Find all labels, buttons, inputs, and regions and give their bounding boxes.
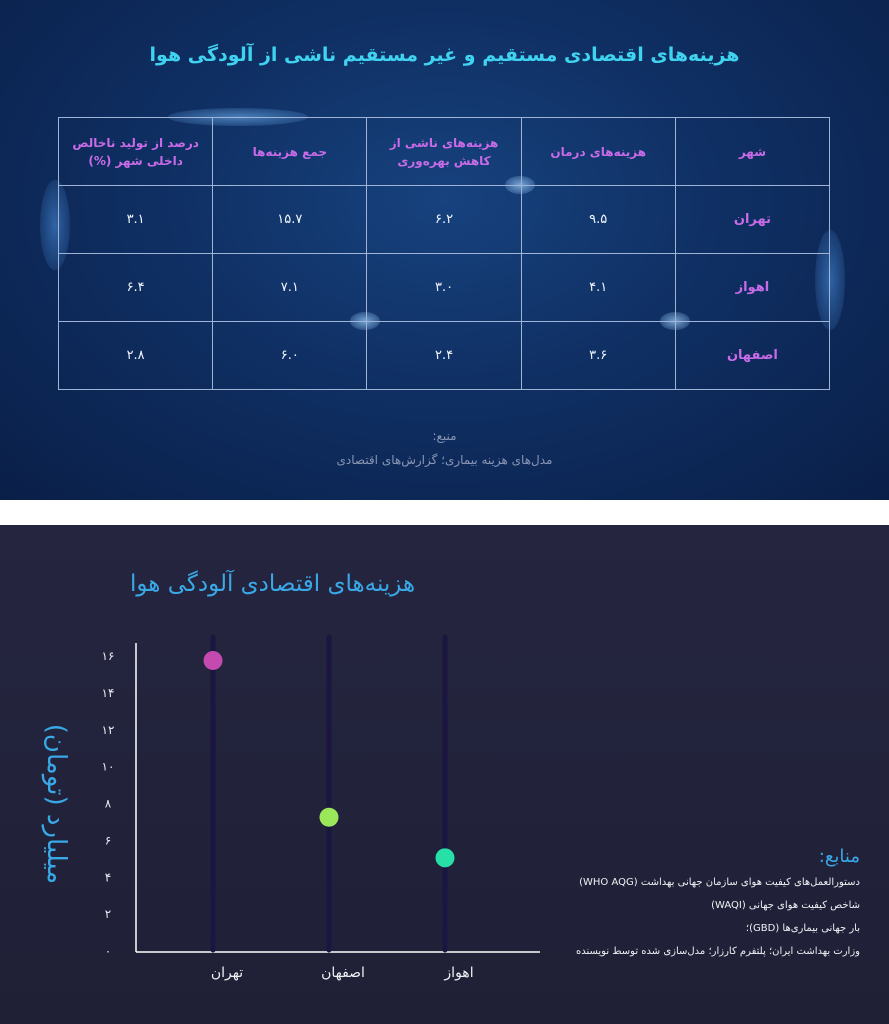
panel-gap (0, 500, 889, 525)
lollipop-dot (319, 807, 339, 827)
table-row: تهران ۹.۵ ۶.۲ ۱۵.۷ ۳.۱ (57, 185, 831, 254)
cell-value: ۶.۲ (366, 185, 522, 254)
y-tick-label: ۱۰ (102, 760, 115, 774)
source-label: منبع: (432, 429, 457, 443)
cell-city: اهواز (674, 253, 831, 322)
y-tick-label: ۱۶ (102, 649, 115, 663)
y-tick-label: ۱۲ (102, 723, 115, 737)
cell-value: ۶.۰ (212, 321, 368, 390)
table-source: منبع: مدل‌های هزینه بیماری؛ گزارش‌های اق… (0, 424, 889, 472)
cell-value: ۲.۸ (57, 321, 214, 390)
x-tick-label: تهران (211, 965, 243, 981)
source-item: بار جهانی بیماری‌ها (GBD)؛ (745, 923, 860, 934)
lollipop-chart: ۰ ۲ ۴ ۶ ۸ ۱۰ ۱۲ ۱۴ ۱۶ تهران اصفهان اهواز (102, 634, 540, 981)
cost-table-panel: هزینه‌های اقتصادی مستقیم و غیر مستقیم نا… (0, 0, 889, 500)
table-row: اهواز ۴.۱ ۳.۰ ۷.۱ ۶.۴ (57, 253, 831, 322)
cell-value: ۶.۴ (57, 253, 214, 322)
x-tick-label: اصفهان (321, 965, 365, 981)
y-tick-label: ۶ (105, 833, 111, 847)
x-tick-label: اهواز (443, 965, 473, 981)
header-city: شهر (674, 117, 831, 186)
table-header-row: شهر هزینه‌های درمان هزینه‌های ناشی از کا… (57, 117, 831, 186)
header-productivity-costs: هزینه‌های ناشی از کاهش بهره‌وری (366, 117, 522, 186)
y-tick-label: ۸ (105, 797, 112, 811)
y-tick-label: ۲ (105, 907, 111, 921)
y-tick-label: ۱۴ (102, 686, 115, 700)
header-gdp-percent: درصد از تولید ناخالص داخلی شهر (%) (57, 117, 214, 186)
lollipop-dot (203, 651, 223, 671)
cell-value: ۷.۱ (212, 253, 368, 322)
cell-value: ۴.۱ (520, 253, 676, 322)
cell-value: ۳.۶ (520, 321, 676, 390)
cell-value: ۳.۰ (366, 253, 522, 322)
chart-title: هزینه‌های اقتصادی آلودگی هوا (130, 571, 416, 597)
header-total-costs: جمع هزینه‌ها (212, 117, 368, 186)
cell-value: ۱۵.۷ (212, 185, 368, 254)
cell-city: اصفهان (674, 321, 831, 390)
source-text: مدل‌های هزینه بیماری؛ گزارش‌های اقتصادی (336, 453, 553, 467)
cell-value: ۹.۵ (520, 185, 676, 254)
cell-value: ۳.۱ (57, 185, 214, 254)
source-item: دستورالعمل‌های کیفیت هوای سازمان جهانی ب… (579, 877, 860, 888)
source-item: وزارت بهداشت ایران؛ پلتفرم کارزار؛ مدل‌س… (575, 946, 860, 957)
y-tick-label: ۴ (105, 870, 111, 884)
cell-city: تهران (674, 185, 831, 254)
table-row: اصفهان ۳.۶ ۲.۴ ۶.۰ ۲.۸ (57, 321, 831, 390)
table-title: هزینه‌های اقتصادی مستقیم و غیر مستقیم نا… (149, 44, 740, 66)
sources-title: منابع: (818, 846, 860, 867)
cell-value: ۲.۴ (366, 321, 522, 390)
cost-chart-panel: هزینه‌های اقتصادی آلودگی هوا میلیارد (تو… (0, 525, 889, 1024)
sources-block: منابع: دستورالعمل‌های کیفیت هوای سازمان … (520, 845, 860, 963)
cost-table: شهر هزینه‌های درمان هزینه‌های ناشی از کا… (57, 117, 831, 390)
header-treatment-costs: هزینه‌های درمان (520, 117, 676, 186)
source-item: شاخص کیفیت هوای جهانی (WAQI) (711, 900, 860, 911)
lollipop-dot (435, 848, 455, 868)
y-tick-label: ۰ (105, 944, 111, 958)
